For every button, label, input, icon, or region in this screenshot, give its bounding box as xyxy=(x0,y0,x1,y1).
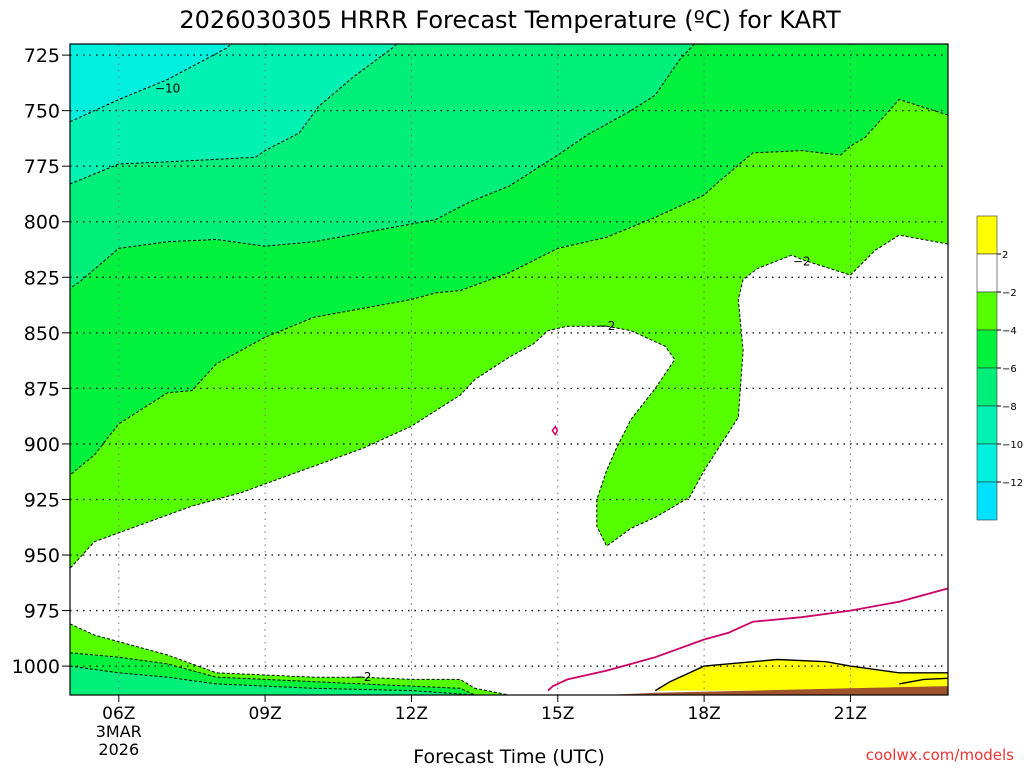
colorbar-bin xyxy=(976,329,998,369)
x-tick-label: 12Z xyxy=(395,704,428,724)
filled-region xyxy=(70,44,948,475)
x-tick-label: 06Z xyxy=(102,704,135,724)
filled-region xyxy=(70,666,475,695)
contour-line xyxy=(70,98,948,476)
y-tick-label: 725 xyxy=(24,45,60,67)
x-tick-label: 21Z xyxy=(834,704,867,724)
y-tick-label: 750 xyxy=(24,101,60,123)
colorbar-label: −8 xyxy=(1002,402,1017,413)
contour-lines xyxy=(70,44,948,695)
contour-line xyxy=(70,234,948,569)
y-tick-label: 975 xyxy=(24,601,60,623)
grid-lines xyxy=(70,44,948,695)
y-tick-label: 900 xyxy=(24,434,60,456)
colorbar-legend: 2 −2 −4 −6 −8 −10 −12 xyxy=(976,215,1023,521)
freezing-loop xyxy=(551,425,559,437)
colorbar-label: −12 xyxy=(1002,478,1023,489)
y-tick-label: 775 xyxy=(24,156,60,178)
y-tick-label: 875 xyxy=(24,378,60,400)
x-axis-title: Forecast Time (UTC) xyxy=(413,746,604,768)
contour-line xyxy=(70,44,232,123)
filled-region xyxy=(70,44,231,122)
ground-layer xyxy=(606,686,948,695)
y-tick-label: 850 xyxy=(24,323,60,345)
y-tick-label: 925 xyxy=(24,489,60,511)
y-tick-label: 950 xyxy=(24,545,60,567)
credit-text: coolwx.com/models xyxy=(866,746,1014,764)
x-tick-label: 18Z xyxy=(687,704,720,724)
colorbar-bin xyxy=(976,443,998,483)
contour-line xyxy=(654,658,948,692)
colorbar-bin xyxy=(976,215,998,255)
y-axis: 725 750 775 800 825 850 875 900 925 950 975 1000 xyxy=(12,45,70,678)
contour-labels: −10 −2 −2 −2 xyxy=(155,81,811,684)
x-tick-label: 15Z xyxy=(541,704,574,724)
x-date-label: 3MAR xyxy=(96,722,142,741)
ground-terrain xyxy=(606,686,948,695)
colorbar-label: −10 xyxy=(1002,440,1023,451)
colorbar-bin xyxy=(976,405,998,445)
contour-label: −2 xyxy=(598,319,616,333)
plot-area xyxy=(70,44,948,695)
y-tick-label: 800 xyxy=(24,212,60,234)
filled-region xyxy=(655,659,948,691)
contour-line xyxy=(70,44,398,185)
colorbar-bin xyxy=(976,291,998,331)
contour-line xyxy=(70,652,476,695)
contour-line xyxy=(70,44,695,289)
chart-title: 2026030305 HRRR Forecast Temperature (ºC… xyxy=(179,6,841,34)
y-tick-label: 1000 xyxy=(12,656,60,678)
colorbar-label: −6 xyxy=(1002,364,1017,375)
contour-line xyxy=(70,665,475,695)
colorbar-label: −4 xyxy=(1002,326,1017,337)
colorbar-bin xyxy=(976,253,998,293)
contour-line xyxy=(70,623,510,695)
contour-line xyxy=(899,677,948,685)
colorbar-label: −2 xyxy=(1002,288,1017,299)
y-tick-label: 825 xyxy=(24,267,60,289)
contour-label: −2 xyxy=(793,255,811,269)
contour-label: −2 xyxy=(354,670,372,684)
contour-label: −10 xyxy=(155,81,180,95)
freezing-line xyxy=(547,587,948,692)
colorbar-bin xyxy=(976,481,998,521)
filled-region xyxy=(70,99,948,569)
plot-frame xyxy=(69,43,949,696)
x-tick-label: 09Z xyxy=(248,704,281,724)
x-date-label: 2026 xyxy=(98,740,139,759)
colorbar-label: 2 xyxy=(1002,250,1008,261)
colorbar-bin xyxy=(976,367,998,407)
filled-region xyxy=(70,44,397,184)
